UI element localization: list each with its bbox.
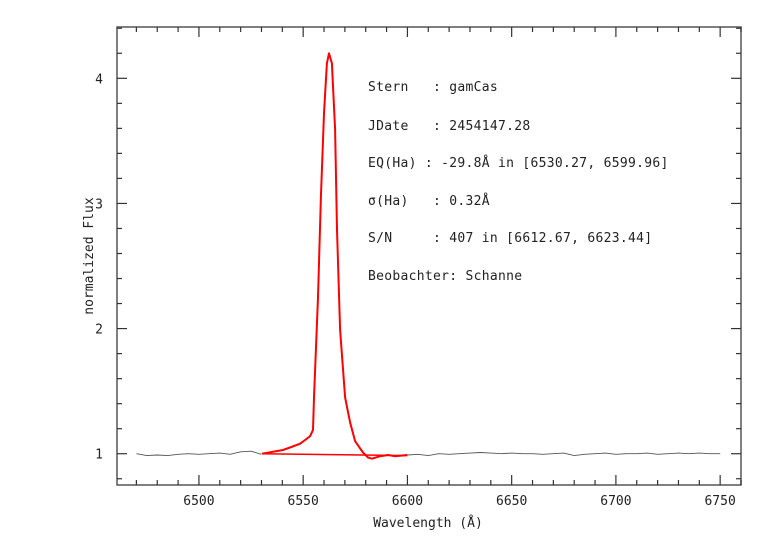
annotation-star: Stern : gamCas [368, 80, 499, 95]
x-axis-label: Wavelength (Å) [373, 515, 483, 531]
continuum-spectrum-line [136, 450, 262, 457]
annotation-jdate: JDate : 2454147.28 [368, 119, 531, 134]
continuum-spectrum-line [407, 452, 721, 457]
y-tick-label: 2 [95, 323, 103, 338]
annotation-snr: S/N : 407 in [6612.67, 6623.44] [368, 231, 653, 246]
annotation-eq-width: EQ(Ha) : -29.8Å in [6530.27, 6599.96] [368, 156, 669, 171]
y-tick-label: 1 [95, 448, 103, 463]
x-tick-label: 6700 [600, 494, 631, 509]
x-tick-label: 6600 [392, 494, 423, 509]
x-tick-label: 6550 [288, 494, 319, 509]
annotation-observer: Beobachter: Schanne [368, 269, 523, 284]
annotation-sigma: σ(Ha) : 0.32Å [368, 194, 490, 209]
y-tick-label: 4 [95, 72, 103, 87]
x-tick-label: 6500 [183, 494, 214, 509]
x-tick-label: 6650 [496, 494, 527, 509]
y-axis-label: normalized Flux [82, 197, 97, 315]
plot-frame [116, 26, 742, 486]
h-alpha-emission-line [261, 52, 408, 460]
eq-width-baseline [261, 452, 408, 457]
y-tick-label: 3 [95, 197, 103, 212]
x-tick-label: 6750 [704, 494, 735, 509]
